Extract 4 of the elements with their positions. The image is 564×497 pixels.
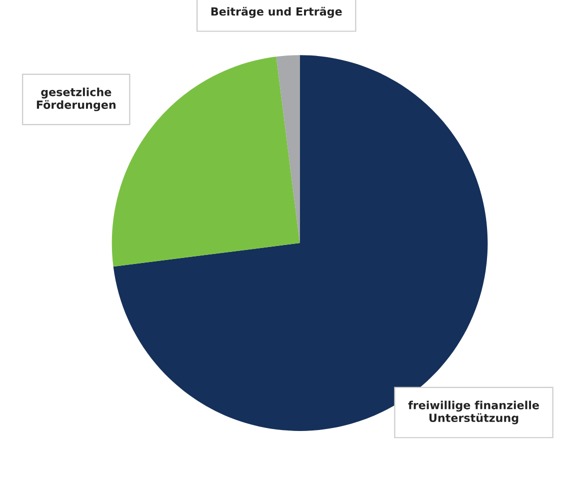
slice-label: Beiträge und Erträge xyxy=(211,6,342,18)
slice-label: freiwillige finanzielle Unterstützung xyxy=(408,400,539,424)
slice-label: gesetzliche Förderungen xyxy=(36,88,116,112)
pie-slice xyxy=(276,55,300,244)
